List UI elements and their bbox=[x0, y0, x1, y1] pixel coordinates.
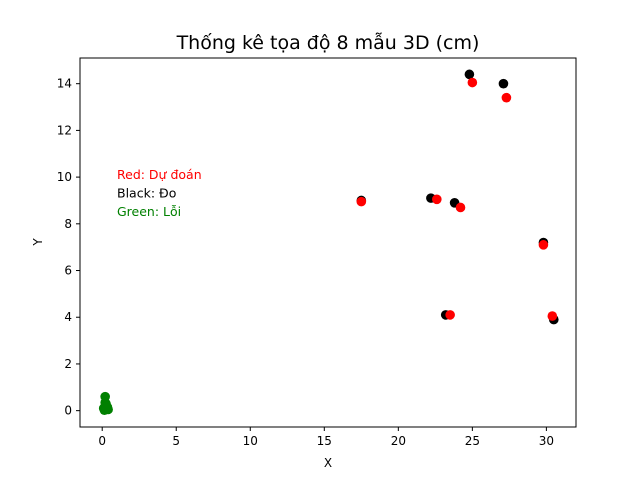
annotation-label: Red: Dự đoán bbox=[117, 167, 202, 182]
y-tick-label: 2 bbox=[64, 357, 72, 371]
data-point bbox=[547, 311, 558, 321]
axes-frame bbox=[79, 57, 577, 428]
y-tick-label: 6 bbox=[64, 264, 72, 278]
x-axis-label: X bbox=[324, 456, 332, 470]
y-tick-label: 10 bbox=[57, 170, 72, 184]
x-tick-label: 30 bbox=[539, 434, 554, 448]
data-point bbox=[467, 77, 478, 88]
data-point bbox=[455, 202, 466, 213]
legend-annotations: Red: Dự đoán Black: Đo Green: Lỗi bbox=[117, 167, 202, 219]
x-tick-label: 5 bbox=[172, 434, 180, 448]
data-point bbox=[432, 194, 442, 205]
plot-area: 0 5 10 15 20 25 30 0 2 4 6 8 10 12 14 bbox=[57, 57, 577, 448]
data-point bbox=[101, 398, 111, 409]
y-tick-label: 14 bbox=[57, 77, 72, 91]
data-point bbox=[464, 69, 475, 80]
y-tick-label: 12 bbox=[57, 123, 72, 137]
x-tick-label: 15 bbox=[317, 434, 332, 448]
data-point bbox=[498, 78, 509, 89]
x-tick-label: 10 bbox=[243, 434, 258, 448]
y-tick-label: 4 bbox=[64, 310, 72, 324]
y-tick-label: 0 bbox=[64, 404, 72, 418]
x-tick-label: 20 bbox=[391, 434, 406, 448]
annotation-label: Green: Lỗi bbox=[117, 204, 181, 219]
data-point bbox=[501, 92, 512, 103]
x-tick-label: 0 bbox=[98, 434, 106, 448]
data-point bbox=[356, 196, 367, 207]
data-point bbox=[445, 310, 455, 320]
chart-title: Thống kê tọa độ 8 mẫu 3D (cm) bbox=[176, 31, 480, 54]
annotation-label: Black: Đo bbox=[117, 185, 176, 200]
data-point bbox=[538, 240, 549, 250]
x-tick-label: 25 bbox=[465, 434, 480, 448]
y-tick-label: 8 bbox=[64, 217, 72, 231]
y-axis-label: Y bbox=[31, 238, 45, 247]
